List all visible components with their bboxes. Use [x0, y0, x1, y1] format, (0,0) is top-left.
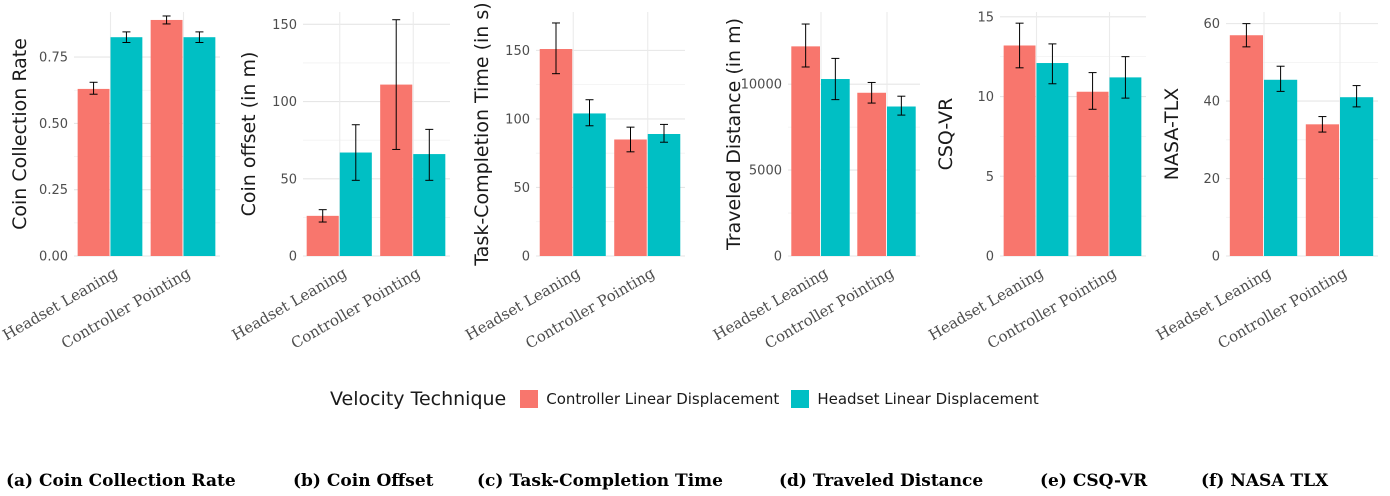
chart-1-ytick-label: 0.00 — [39, 250, 68, 265]
chart-5-bar-headset-leaning-headset-linear-displacement — [1037, 63, 1069, 256]
legend-key-controller-linear — [520, 390, 538, 408]
chart-6-ylabel: NASA-TLX — [1161, 88, 1183, 181]
chart-1-ytick-label: 0.50 — [39, 117, 68, 132]
legend-key-headset-linear — [791, 390, 809, 408]
caption-c: (c) Task-Completion Time — [477, 471, 723, 491]
legend-title: Velocity Technique — [330, 388, 506, 410]
chart-3-ytick-label: 150 — [505, 44, 530, 59]
chart-5-ytick-label: 15 — [977, 10, 994, 25]
chart-2-ylabel: Coin offset (in m) — [238, 52, 260, 217]
chart-1-bar-controller-pointing-controller-linear-displacement — [151, 20, 183, 256]
chart-3-bar-headset-leaning-headset-linear-displacement — [573, 113, 606, 256]
chart-6-bar-headset-leaning-headset-linear-displacement — [1264, 80, 1297, 256]
chart-1-bar-controller-pointing-headset-linear-displacement — [184, 37, 216, 256]
chart-3-ytick-label: 0 — [522, 250, 530, 265]
chart-6-bar-headset-leaning-controller-linear-displacement — [1230, 35, 1263, 256]
chart-5-bar-controller-pointing-controller-linear-displacement — [1077, 92, 1109, 256]
chart-6-ytick-label: 20 — [1203, 172, 1220, 187]
legend-label-headset-linear: Headset Linear Displacement — [817, 390, 1038, 408]
chart-1-ylabel: Coin Collection Rate — [9, 38, 31, 230]
caption-b: (b) Coin Offset — [293, 471, 434, 491]
chart-5-bar-controller-pointing-headset-linear-displacement — [1110, 77, 1142, 256]
chart-5-ytick-label: 10 — [977, 90, 994, 105]
chart-4-bar-headset-leaning-headset-linear-displacement — [821, 79, 850, 256]
chart-6-ytick-label: 0 — [1212, 250, 1220, 265]
chart-1-bar-headset-leaning-controller-linear-displacement — [78, 89, 110, 256]
chart-1-ytick-label: 0.25 — [39, 183, 68, 198]
chart-3-ylabel: Task-Completion Time (in s) — [471, 2, 493, 266]
chart-4-bar-controller-pointing-headset-linear-displacement — [887, 107, 916, 256]
caption-a: (a) Coin Collection Rate — [6, 471, 236, 491]
chart-5-xtick-label: Headset Leaning — [925, 264, 1046, 344]
caption-d: (d) Traveled Distance — [779, 471, 983, 491]
chart-3-bar-headset-leaning-controller-linear-displacement — [540, 49, 573, 256]
chart-4-bar-headset-leaning-controller-linear-displacement — [791, 46, 820, 256]
chart-6-ytick-label: 60 — [1203, 17, 1220, 32]
chart-5-ylabel: CSQ-VR — [935, 98, 957, 171]
chart-5-xtick-label: Controller Pointing — [984, 264, 1120, 353]
chart-6-bar-controller-pointing-controller-linear-displacement — [1306, 124, 1339, 256]
chart-1-bar-headset-leaning-headset-linear-displacement — [111, 37, 143, 256]
chart-6-ytick-label: 40 — [1203, 95, 1220, 110]
chart-2-ytick-label: 0 — [289, 250, 297, 265]
chart-1-ytick-label: 0.75 — [39, 51, 68, 66]
chart-5-ytick-label: 0 — [986, 250, 994, 265]
chart-2-ytick-label: 100 — [272, 95, 297, 110]
chart-4-ytick-label: 5000 — [749, 164, 782, 179]
chart-3-bar-controller-pointing-controller-linear-displacement — [614, 139, 647, 256]
chart-4-bar-controller-pointing-controller-linear-displacement — [857, 93, 886, 256]
chart-4-ylabel: Traveled Distance (in m) — [723, 18, 745, 251]
chart-4-ytick-label: 0 — [774, 250, 782, 265]
chart-1-xtick-label: Controller Pointing — [58, 264, 194, 353]
chart-4-ytick-label: 10000 — [741, 78, 782, 93]
chart-1-xtick-label: Headset Leaning — [0, 264, 121, 344]
chart-3-ytick-label: 100 — [505, 112, 530, 127]
chart-6-xtick-label: Controller Pointing — [1215, 264, 1351, 353]
caption-f: (f) NASA TLX — [1201, 471, 1328, 491]
chart-3-bar-controller-pointing-headset-linear-displacement — [648, 134, 681, 256]
chart-3-ytick-label: 50 — [513, 181, 530, 196]
chart-5-ytick-label: 5 — [986, 170, 994, 185]
chart-2-ytick-label: 150 — [272, 18, 297, 33]
caption-e: (e) CSQ-VR — [1040, 471, 1147, 491]
chart-5-bar-headset-leaning-controller-linear-displacement — [1004, 45, 1036, 256]
legend-label-controller-linear: Controller Linear Displacement — [546, 390, 779, 408]
chart-3-xtick-label: Controller Pointing — [522, 264, 658, 353]
chart-6-bar-controller-pointing-headset-linear-displacement — [1340, 97, 1373, 256]
chart-2-xtick-label: Controller Pointing — [288, 264, 424, 353]
chart-2-ytick-label: 50 — [280, 172, 297, 187]
legend: Velocity Technique Controller Linear Dis… — [330, 388, 1051, 410]
